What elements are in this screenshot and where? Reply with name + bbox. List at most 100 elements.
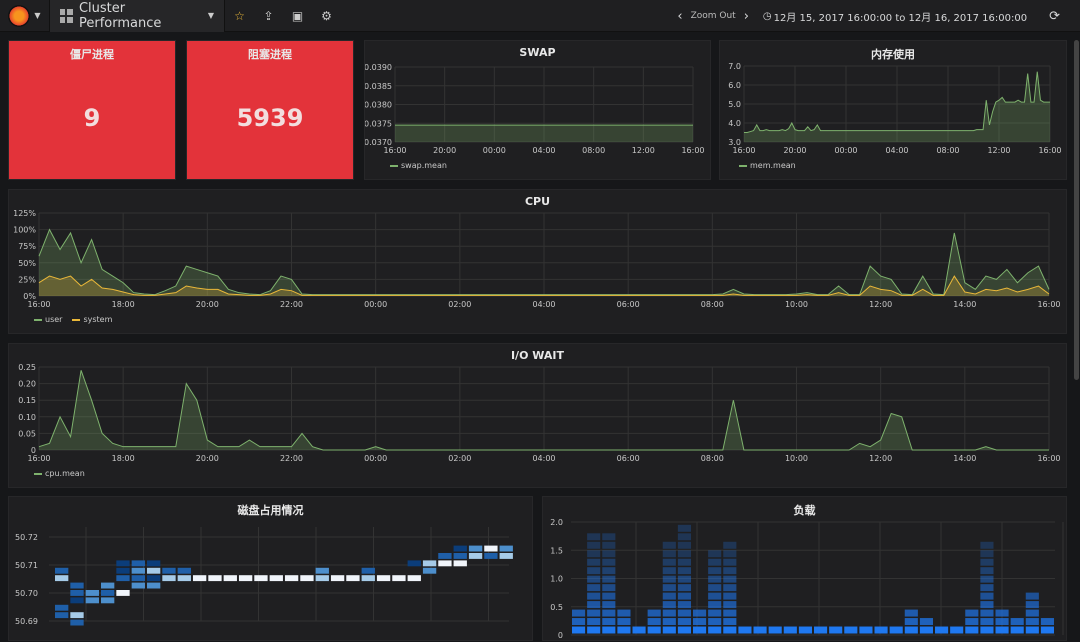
heatmap-cell — [980, 575, 994, 583]
heatmap-cell — [723, 550, 737, 558]
legend-item[interactable]: swap.mean — [390, 161, 447, 170]
x-tick-label: 16:00 — [1038, 146, 1061, 155]
stat-panel-zombie[interactable]: 僵尸进程 9 — [8, 40, 176, 180]
save-icon[interactable]: ▣ — [291, 8, 304, 23]
heatmap-cell — [723, 567, 737, 575]
heatmap-svg: 2.0 1.5 1.0 0.5 0 — [550, 518, 1064, 640]
cpu-panel[interactable]: CPU 125% 100% 75% 50% 25% 0% 16:00 18:00 20:00 22:… — [8, 189, 1067, 334]
y-tick-label: 0.0380 — [365, 101, 392, 110]
settings-gear-icon[interactable]: ⚙ — [321, 8, 332, 23]
dashboard-picker[interactable]: Cluster Performance ▼ — [50, 0, 225, 32]
heatmap-cell — [223, 575, 237, 582]
heatmap-cell — [572, 618, 586, 626]
heatmap-cell — [783, 626, 797, 634]
x-tick-label: 16:00 — [681, 146, 704, 155]
legend-item[interactable]: mem.mean — [739, 161, 796, 170]
heatmap-cell — [965, 626, 979, 634]
zoom-out-button[interactable]: Zoom Out — [690, 11, 736, 21]
caret-down-icon: ▼ — [34, 11, 41, 20]
grafana-menu-button[interactable]: ▼ — [0, 0, 50, 32]
heatmap-cell — [859, 626, 873, 634]
y-tick-label: 50% — [18, 259, 36, 268]
heatmap-cell — [677, 601, 691, 609]
heatmap-cell — [572, 609, 586, 617]
panel-title: I/O WAIT — [510, 349, 565, 362]
swap-panel[interactable]: SWAP 0.0390 0.0385 0.0380 0.0375 0.0370 16:00 2… — [364, 40, 711, 180]
heatmap-cell — [723, 575, 737, 583]
heatmap-cell — [70, 619, 84, 626]
legend-item[interactable]: user — [34, 315, 62, 324]
y-tick-label: 3.0 — [728, 138, 741, 147]
x-tick-label: 10:00 — [785, 300, 808, 309]
x-tick-label: 16:00 — [732, 146, 755, 155]
stat-panel-blocked[interactable]: 阻塞进程 5939 — [186, 40, 354, 180]
heatmap-cell — [55, 575, 69, 582]
y-tick-label: 50.69 — [15, 617, 38, 626]
heatmap-cell — [677, 567, 691, 575]
heatmap-cell — [116, 567, 130, 574]
legend: cpu.mean — [34, 469, 85, 478]
memory-panel[interactable]: 内存使用 7.0 6.0 5.0 4.0 3.0 16:00 20:00 00:00 04:00 0… — [719, 40, 1067, 180]
caret-down-icon: ▼ — [207, 11, 214, 20]
x-tick-label: 12:00 — [632, 146, 655, 155]
heatmap-cell — [662, 609, 676, 617]
heatmap-cell — [980, 541, 994, 549]
x-tick-label: 20:00 — [783, 146, 806, 155]
x-tick-label: 16:00 — [27, 454, 50, 463]
heatmap-cell — [662, 601, 676, 609]
heatmap-cell — [677, 558, 691, 566]
legend-item[interactable]: system — [72, 315, 112, 324]
heatmap-cell — [587, 567, 601, 575]
scrollbar[interactable] — [1074, 40, 1079, 380]
heatmap-cell — [484, 545, 498, 552]
heatmap-cell — [131, 582, 145, 589]
heatmap-cell — [1025, 618, 1039, 626]
heatmap-cell — [829, 626, 843, 634]
heatmap-cell — [602, 592, 616, 600]
load-panel[interactable]: 负载 2.0 1.5 1.0 0.5 0 — [542, 496, 1067, 641]
heatmap-cell — [965, 609, 979, 617]
heatmap-cell — [438, 560, 452, 567]
x-tick-label: 06:00 — [617, 300, 640, 309]
legend-item[interactable]: cpu.mean — [34, 469, 85, 478]
share-icon[interactable]: ⇪ — [263, 8, 274, 23]
heatmap-cell — [723, 592, 737, 600]
heatmap-cell — [602, 609, 616, 617]
heatmap-cell — [693, 626, 707, 634]
heatmap-cell — [708, 550, 722, 558]
time-forward-button[interactable]: › — [743, 8, 749, 24]
x-tick-label: 20:00 — [433, 146, 456, 155]
time-back-button[interactable]: ‹ — [677, 8, 683, 24]
disk-usage-panel[interactable]: 磁盘占用情况 50.72 50.71 50.70 50.69 — [8, 496, 533, 641]
heatmap-cell — [935, 626, 949, 634]
heatmap-cell — [587, 550, 601, 558]
heatmap-cell — [738, 626, 752, 634]
y-tick-label: 0.10 — [18, 413, 36, 422]
heatmap-cell — [980, 558, 994, 566]
heatmap-cell — [146, 560, 161, 567]
heatmap-cell — [587, 609, 601, 617]
time-range-picker[interactable]: 12月 15, 2017 16:00:00 to 12月 16, 2017 16… — [773, 12, 1028, 24]
heatmap-cell — [1025, 626, 1039, 634]
heatmap-cell — [798, 626, 812, 634]
heatmap-cell — [965, 618, 979, 626]
io-wait-panel[interactable]: I/O WAIT 0.25 0.20 0.15 0.10 0.05 0 16:00 18:00 2… — [8, 343, 1067, 488]
heatmap-cell — [300, 575, 314, 582]
heatmap-cell — [708, 609, 722, 617]
heatmap-cell — [162, 567, 176, 574]
heatmap-cell — [587, 584, 601, 592]
heatmap-cell — [100, 582, 115, 589]
heatmap-cell — [602, 626, 616, 634]
x-tick-label: 20:00 — [196, 454, 219, 463]
heatmap-cell — [422, 560, 437, 567]
x-tick-label: 20:00 — [196, 300, 219, 309]
heatmap-cell — [100, 590, 115, 596]
heatmap-cell — [587, 626, 601, 634]
refresh-icon[interactable]: ⟳ — [1049, 8, 1060, 24]
heatmap-cell — [647, 626, 661, 634]
panel-title: 负载 — [793, 504, 816, 517]
top-navbar: ▼ Cluster Performance ▼ ☆ ⇪ ▣ ⚙ ‹ Zoom Ou… — [0, 0, 1080, 32]
star-icon[interactable]: ☆ — [234, 8, 245, 23]
heatmap-cell — [602, 541, 616, 549]
